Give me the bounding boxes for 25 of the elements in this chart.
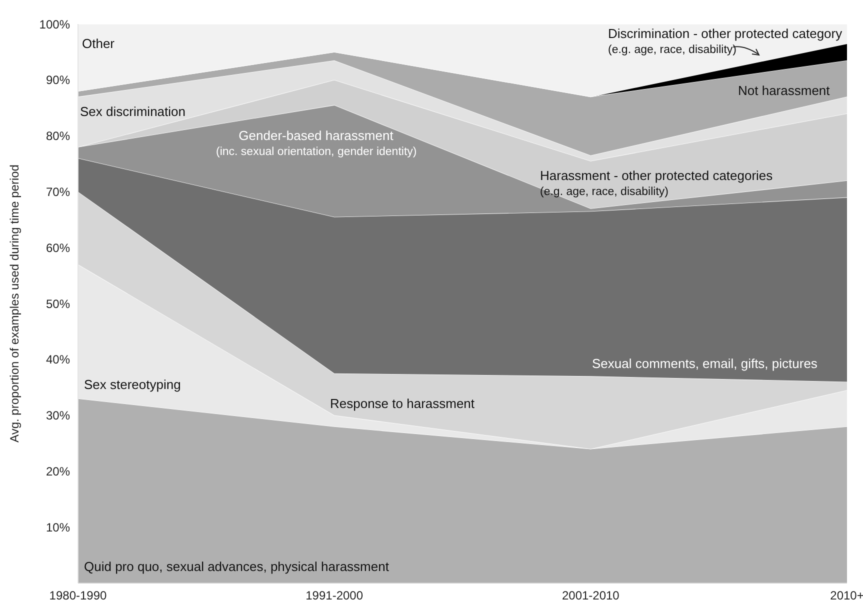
y-tick-label: 40% (46, 352, 70, 367)
series-label: Harassment - other protected categories (e.g. age, race, disability) (540, 168, 773, 200)
y-tick-label: 80% (46, 129, 70, 144)
y-tick-label: 100% (39, 17, 70, 32)
y-tick-label: 20% (46, 464, 70, 478)
y-tick-label: 30% (46, 408, 70, 423)
series-label: Gender-based harassment (inc. sexual orientation, gender identity) (216, 128, 417, 160)
y-tick-label: 70% (46, 184, 70, 199)
series-label: Sexual comments, email, gifts, pictures (592, 356, 818, 372)
series-label: Response to harassment (330, 396, 475, 412)
x-tick-label: 2001-2010 (562, 588, 620, 603)
y-tick-label: 10% (46, 520, 70, 534)
y-tick-label: 60% (46, 240, 70, 255)
x-tick-label: 1980-1990 (49, 588, 108, 603)
series-label: Sex discrimination (80, 104, 186, 120)
x-tick-label: 1991-2000 (306, 588, 364, 603)
series-label: Quid pro quo, sexual advances, physical harassment (84, 559, 389, 575)
series-label: Not harassment (738, 83, 830, 99)
y-tick-label: 50% (46, 296, 70, 311)
series-label: Other (82, 36, 115, 52)
y-tick-label: 90% (46, 73, 70, 88)
series-label: Sex stereotyping (84, 377, 181, 393)
series-label: Discrimination - other protected category (e.g. age, race, disability) (608, 26, 842, 58)
x-tick-label: 2010+ (830, 588, 863, 603)
y-axis-title: Avg. proportion of examples used during time period (7, 164, 22, 442)
